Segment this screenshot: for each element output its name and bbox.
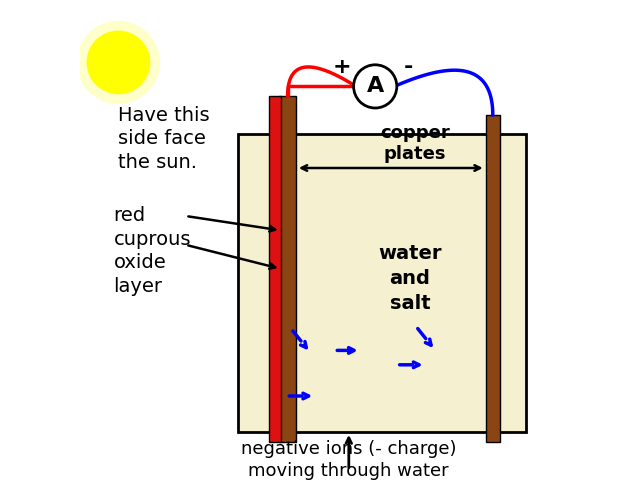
Text: red
cuprous
oxide
layer: red cuprous oxide layer <box>114 206 191 296</box>
Text: copper
plates: copper plates <box>380 124 450 163</box>
Ellipse shape <box>77 22 159 103</box>
Bar <box>486 115 500 442</box>
Text: -: - <box>404 57 413 77</box>
FancyBboxPatch shape <box>239 134 526 432</box>
Text: A: A <box>367 76 384 96</box>
Bar <box>279 96 296 442</box>
Text: Have this
side face
the sun.: Have this side face the sun. <box>118 106 210 171</box>
Circle shape <box>353 65 397 108</box>
Text: +: + <box>332 57 351 77</box>
Ellipse shape <box>87 31 150 94</box>
Bar <box>269 96 280 442</box>
Text: water
and
salt: water and salt <box>378 244 442 313</box>
Text: negative ions (- charge)
moving through water: negative ions (- charge) moving through … <box>241 440 456 480</box>
